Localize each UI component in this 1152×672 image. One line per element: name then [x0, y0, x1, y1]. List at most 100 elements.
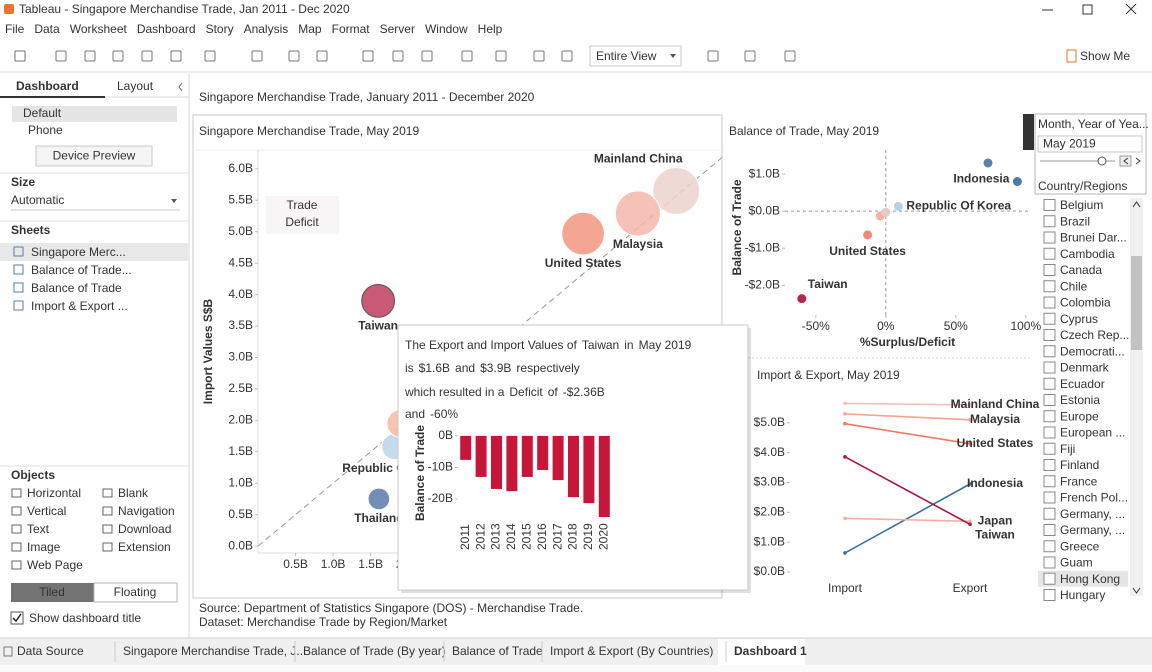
- scroll-up[interactable]: [1132, 201, 1141, 208]
- country-item[interactable]: Chile: [1060, 279, 1088, 293]
- country-item[interactable]: Cyprus: [1060, 312, 1098, 326]
- toolbar-icon[interactable]: [84, 50, 96, 62]
- country-item[interactable]: Belgium: [1060, 198, 1103, 212]
- prev-button[interactable]: [1119, 155, 1132, 167]
- filter-toolbar[interactable]: [1023, 114, 1034, 150]
- checkbox[interactable]: [1043, 247, 1056, 260]
- menu-item[interactable]: Dashboard: [137, 22, 196, 36]
- maximize-button[interactable]: [1082, 4, 1093, 15]
- checkbox[interactable]: [1043, 507, 1056, 520]
- checkbox[interactable]: [1043, 556, 1056, 569]
- object-item[interactable]: Blank: [118, 486, 149, 500]
- toolbar-icon[interactable]: [170, 50, 182, 62]
- device-item[interactable]: Default: [23, 106, 62, 120]
- checkbox[interactable]: [1043, 215, 1056, 228]
- checkbox[interactable]: [1043, 296, 1056, 309]
- checkbox[interactable]: [1043, 540, 1056, 553]
- close-button[interactable]: [1125, 3, 1137, 15]
- menu-item[interactable]: Format: [332, 22, 371, 36]
- country-item[interactable]: Denmark: [1060, 361, 1110, 375]
- toolbar-icon[interactable]: [707, 50, 719, 62]
- toolbar-icon[interactable]: [251, 50, 263, 62]
- menu-item[interactable]: File: [5, 22, 25, 36]
- country-item[interactable]: Finland: [1060, 458, 1099, 472]
- sheet-tab[interactable]: Data Source: [17, 644, 84, 658]
- checkbox[interactable]: [1043, 231, 1056, 244]
- country-item[interactable]: Fiji: [1060, 442, 1075, 456]
- menu-item[interactable]: Window: [425, 22, 468, 36]
- menu-item[interactable]: Analysis: [244, 22, 289, 36]
- object-item[interactable]: Web Page: [27, 558, 83, 572]
- checkbox[interactable]: [1043, 361, 1056, 374]
- checkbox[interactable]: [1043, 475, 1056, 488]
- country-item[interactable]: Estonia: [1060, 393, 1100, 407]
- country-item[interactable]: Greece: [1060, 539, 1100, 553]
- country-item[interactable]: Germany, ...: [1060, 523, 1125, 537]
- toolbar-icon[interactable]: [495, 50, 507, 62]
- sheet-item[interactable]: Balance of Trade: [31, 281, 122, 295]
- country-item[interactable]: Colombia: [1060, 296, 1111, 310]
- country-item[interactable]: Brazil: [1060, 214, 1090, 228]
- toolbar-icon[interactable]: [112, 50, 124, 62]
- object-item[interactable]: Horizontal: [27, 486, 81, 500]
- toolbar-icon[interactable]: [561, 50, 573, 62]
- panel-tab[interactable]: Dashboard: [16, 79, 79, 93]
- checkbox[interactable]: [1043, 426, 1056, 439]
- object-item[interactable]: Text: [27, 522, 50, 536]
- checkbox[interactable]: [1043, 572, 1056, 585]
- view-dropdown[interactable]: [589, 45, 682, 67]
- checkbox[interactable]: [1043, 312, 1056, 325]
- checkbox[interactable]: [1043, 280, 1056, 293]
- country-item[interactable]: Hungary: [1060, 588, 1105, 602]
- checkbox[interactable]: [1043, 410, 1056, 423]
- menu-item[interactable]: Server: [380, 22, 415, 36]
- country-item[interactable]: European ...: [1060, 426, 1125, 440]
- tiled-button[interactable]: [11, 583, 94, 602]
- menu-item[interactable]: Worksheet: [70, 22, 128, 36]
- sheet-item[interactable]: Import & Export ...: [31, 299, 128, 313]
- country-item[interactable]: Guam: [1060, 556, 1093, 570]
- checkbox[interactable]: [1043, 394, 1056, 406]
- checkbox[interactable]: [1043, 459, 1056, 471]
- menu-item[interactable]: Story: [206, 22, 234, 36]
- sheet-tab[interactable]: Balance of Trade: [452, 644, 543, 658]
- country-item[interactable]: Hong Kong: [1060, 572, 1120, 586]
- sheet-tab[interactable]: Singapore Merchandise Trade, J...: [123, 644, 306, 658]
- next-button[interactable]: [1135, 157, 1141, 165]
- panel-tab[interactable]: Layout: [117, 79, 154, 93]
- country-item[interactable]: Democrati...: [1060, 344, 1125, 358]
- object-item[interactable]: Vertical: [27, 504, 66, 518]
- sheet-item[interactable]: Singapore Merc...: [31, 245, 126, 259]
- checkbox[interactable]: [1043, 442, 1056, 455]
- country-item[interactable]: France: [1060, 474, 1098, 488]
- sheet-item[interactable]: Balance of Trade...: [31, 263, 132, 277]
- checkbox[interactable]: [1043, 199, 1056, 211]
- checkbox[interactable]: [1043, 377, 1056, 390]
- toolbar-icon[interactable]: [421, 50, 433, 62]
- floating-button[interactable]: [93, 582, 178, 603]
- toolbar-icon[interactable]: [288, 50, 300, 62]
- toolbar-icon[interactable]: [461, 50, 473, 62]
- scroll-thumb[interactable]: [1131, 256, 1142, 350]
- sheet-tab[interactable]: Import & Export (By Countries): [550, 644, 713, 658]
- show-me-button[interactable]: Show Me: [1080, 49, 1130, 63]
- checkbox[interactable]: [1043, 491, 1056, 504]
- toolbar-icon[interactable]: [316, 50, 328, 62]
- checkbox[interactable]: [1043, 589, 1056, 601]
- size-dropdown[interactable]: Automatic: [11, 193, 64, 207]
- object-item[interactable]: Navigation: [118, 504, 175, 518]
- country-item[interactable]: Germany, ...: [1060, 507, 1125, 521]
- object-item[interactable]: Extension: [118, 540, 171, 554]
- country-item[interactable]: French Pol...: [1060, 491, 1128, 505]
- checkbox[interactable]: [1043, 524, 1056, 536]
- checkbox[interactable]: [1043, 264, 1056, 276]
- object-item[interactable]: Download: [118, 522, 171, 536]
- checkbox[interactable]: [1043, 345, 1056, 358]
- country-item[interactable]: Canada: [1060, 263, 1102, 277]
- device-preview-button[interactable]: [35, 145, 153, 167]
- toolbar-icon[interactable]: [784, 50, 796, 62]
- toolbar-icon[interactable]: [141, 50, 153, 62]
- toolbar-icon[interactable]: [533, 50, 545, 62]
- checkbox[interactable]: [1043, 329, 1056, 341]
- sheet-tab[interactable]: Balance of Trade (By year): [303, 644, 446, 658]
